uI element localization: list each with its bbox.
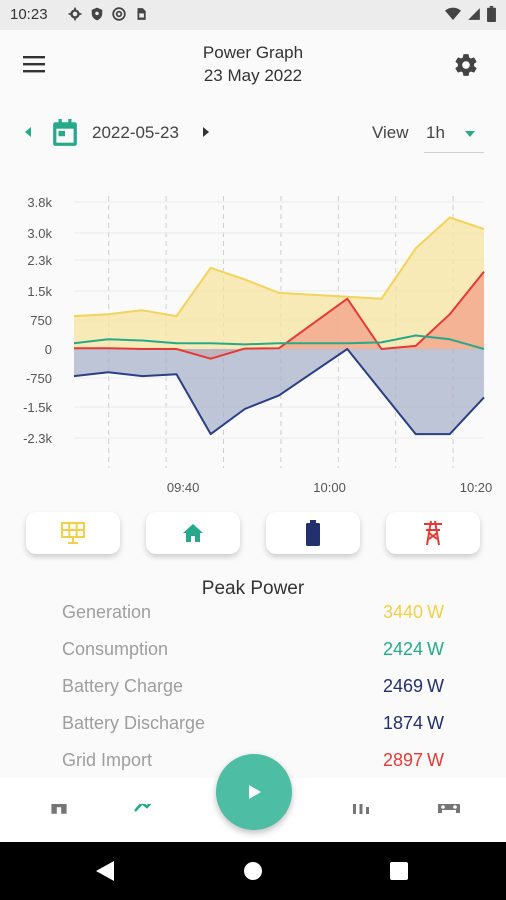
power-chart: 3.8k 3.0k 2.3k 1.5k 750 0 -750 -1.5k -2.3k 09:40 1…: [23, 195, 493, 495]
chevron-right-icon: [203, 127, 209, 137]
play-icon: [249, 785, 261, 799]
peak-value-number: 2469: [382, 676, 423, 696]
peak-value-unit: W: [427, 639, 444, 659]
peak-row: Battery Charge 2469 W: [62, 676, 444, 706]
signal-icon: [468, 8, 480, 20]
peak-row-value: 2424 W: [383, 639, 444, 660]
peak-value-unit: W: [427, 676, 444, 696]
peak-value-unit: W: [427, 602, 444, 622]
chevron-left-icon: [25, 127, 31, 137]
hamburger-icon: [23, 56, 45, 73]
x-tick-label: 10:20: [460, 480, 493, 495]
power-tower-icon: [424, 520, 442, 546]
peak-row-value: 2469 W: [383, 676, 444, 697]
peak-row-value: 3440 W: [383, 602, 444, 623]
peak-row: Battery Discharge 1874 W: [62, 713, 444, 743]
peak-row-label: Battery Charge: [62, 676, 184, 696]
battery-icon: [306, 520, 320, 546]
back-icon[interactable]: [94, 859, 116, 883]
peak-value-unit: W: [427, 750, 444, 770]
series-line: [73, 348, 485, 436]
series-area: [74, 349, 484, 435]
home-icon: [183, 524, 203, 542]
x-tick-label: 10:00: [313, 480, 346, 495]
play-button[interactable]: [216, 754, 292, 830]
peak-row: Generation 3440 W: [62, 602, 444, 632]
peak-value-number: 2424: [382, 639, 423, 659]
y-tick-label: 0: [45, 342, 52, 357]
system-navigation-bar: [0, 842, 506, 900]
dropdown-arrow-icon: [465, 131, 475, 137]
date-label[interactable]: 2022-05-23: [92, 123, 179, 142]
series-area: [74, 217, 484, 350]
menu-button[interactable]: [20, 52, 50, 76]
status-time: 10:23: [10, 6, 48, 23]
status-bar: 10:23: [0, 0, 506, 30]
bar-chart-icon: [353, 797, 369, 814]
y-tick-label: -1.5k: [23, 400, 52, 415]
calendar-icon: [53, 119, 77, 146]
peak-row-value: 2897 W: [383, 750, 444, 771]
y-tick-label: -2.3k: [23, 431, 52, 446]
consumption-button[interactable]: [146, 512, 240, 554]
peak-value-number: 1874: [382, 713, 423, 733]
gear-icon: [68, 7, 82, 21]
prev-date-button[interactable]: [22, 125, 34, 139]
peak-row-label: Grid Import: [62, 750, 153, 770]
peak-value-number: 2897: [382, 750, 423, 770]
peak-value-number: 3440: [382, 602, 423, 622]
series-line: [73, 216, 485, 318]
series-line: [73, 334, 485, 350]
recents-icon[interactable]: [389, 861, 409, 881]
nav-cutout: [0, 778, 506, 804]
settings-button[interactable]: [452, 52, 480, 78]
peak-row: Grid Import 2897 W: [62, 750, 444, 780]
peak-row-label: Generation: [62, 602, 152, 622]
battery-button[interactable]: [266, 512, 360, 554]
x-tick-label: 09:40: [167, 480, 200, 495]
series-line: [74, 270, 485, 360]
y-tick-label: 2.3k: [27, 253, 52, 268]
y-tick-label: 3.0k: [27, 226, 52, 241]
peak-value-unit: W: [427, 713, 444, 733]
solar-panel-icon: [61, 522, 85, 544]
grid-button[interactable]: [386, 512, 480, 554]
sim-card-icon: [137, 8, 146, 20]
battery-status-icon: [487, 6, 496, 22]
generation-button[interactable]: [26, 512, 120, 554]
peak-row-label: Consumption: [62, 639, 169, 659]
nav-bar-chart-button[interactable]: [350, 794, 372, 816]
view-select-value: 1h: [426, 123, 445, 142]
gear-icon: [455, 54, 477, 76]
home-circle-icon[interactable]: [242, 860, 264, 882]
peak-row-value: 1874 W: [383, 713, 444, 734]
calendar-button[interactable]: [52, 119, 78, 147]
y-tick-label: 3.8k: [27, 195, 52, 210]
shield-icon: [91, 7, 103, 21]
wifi-icon: [445, 7, 461, 21]
y-tick-label: 750: [30, 313, 52, 328]
page-subtitle: 23 May 2022: [203, 66, 303, 85]
peak-row: Consumption 2424 W: [62, 639, 444, 669]
at-icon: [112, 7, 126, 21]
peak-row-label: Battery Discharge: [62, 713, 206, 733]
y-tick-label: -750: [26, 371, 52, 386]
view-label: View: [372, 123, 409, 142]
view-select[interactable]: 1h: [424, 118, 484, 153]
page-title: Power Graph: [202, 43, 304, 62]
next-date-button[interactable]: [200, 125, 212, 139]
y-tick-label: 1.5k: [27, 284, 52, 299]
peak-power-title: Peak Power: [201, 578, 305, 599]
